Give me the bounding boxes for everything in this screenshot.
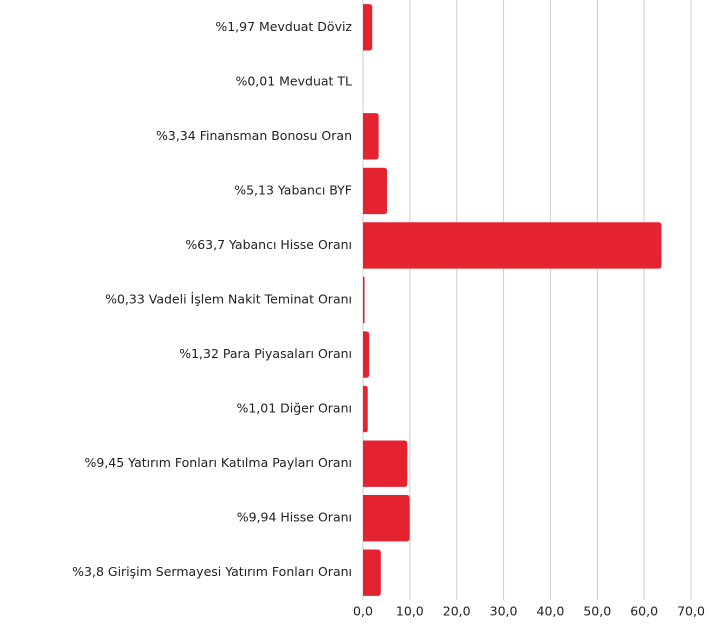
- bar: [363, 222, 662, 269]
- bar: [363, 113, 379, 160]
- y-tick-label: %9,94 Hisse Oranı: [237, 510, 352, 525]
- x-tick-label: 70,0: [677, 604, 705, 619]
- bar: [363, 167, 388, 215]
- y-tick-label: %63,7 Yabancı Hisse Oranı: [185, 237, 352, 252]
- bar: [363, 276, 365, 324]
- x-tick-label: 10,0: [396, 604, 424, 619]
- y-tick-label: %3,34 Finansman Bonosu Oran: [156, 128, 352, 143]
- y-tick-label: %3,8 Girişim Sermayesi Yatırım Fonları O…: [72, 564, 352, 579]
- y-tick-label: %1,97 Mevduat Döviz: [215, 19, 352, 34]
- bar: [363, 549, 381, 596]
- x-tick-label: 0,0: [353, 604, 373, 619]
- x-tick-label: 30,0: [490, 604, 518, 619]
- bar: [363, 4, 373, 51]
- bar: [363, 440, 408, 487]
- bar: [363, 495, 410, 542]
- x-tick-label: 50,0: [583, 604, 611, 619]
- x-tick-label: 20,0: [443, 604, 471, 619]
- x-tick-label: 40,0: [537, 604, 565, 619]
- bar: [363, 331, 370, 378]
- y-tick-label: %0,33 Vadeli İşlem Nakit Teminat Oranı: [105, 292, 352, 307]
- x-tick-label: 60,0: [630, 604, 658, 619]
- y-tick-label: %1,32 Para Piyasaları Oranı: [179, 346, 352, 361]
- y-tick-label: %1,01 Diğer Oranı: [236, 401, 352, 416]
- y-tick-label: %9,45 Yatırım Fonları Katılma Payları Or…: [84, 455, 352, 470]
- bar: [363, 385, 368, 433]
- y-tick-label: %5,13 Yabancı BYF: [234, 182, 352, 197]
- y-tick-label: %0,01 Mevduat TL: [235, 73, 352, 88]
